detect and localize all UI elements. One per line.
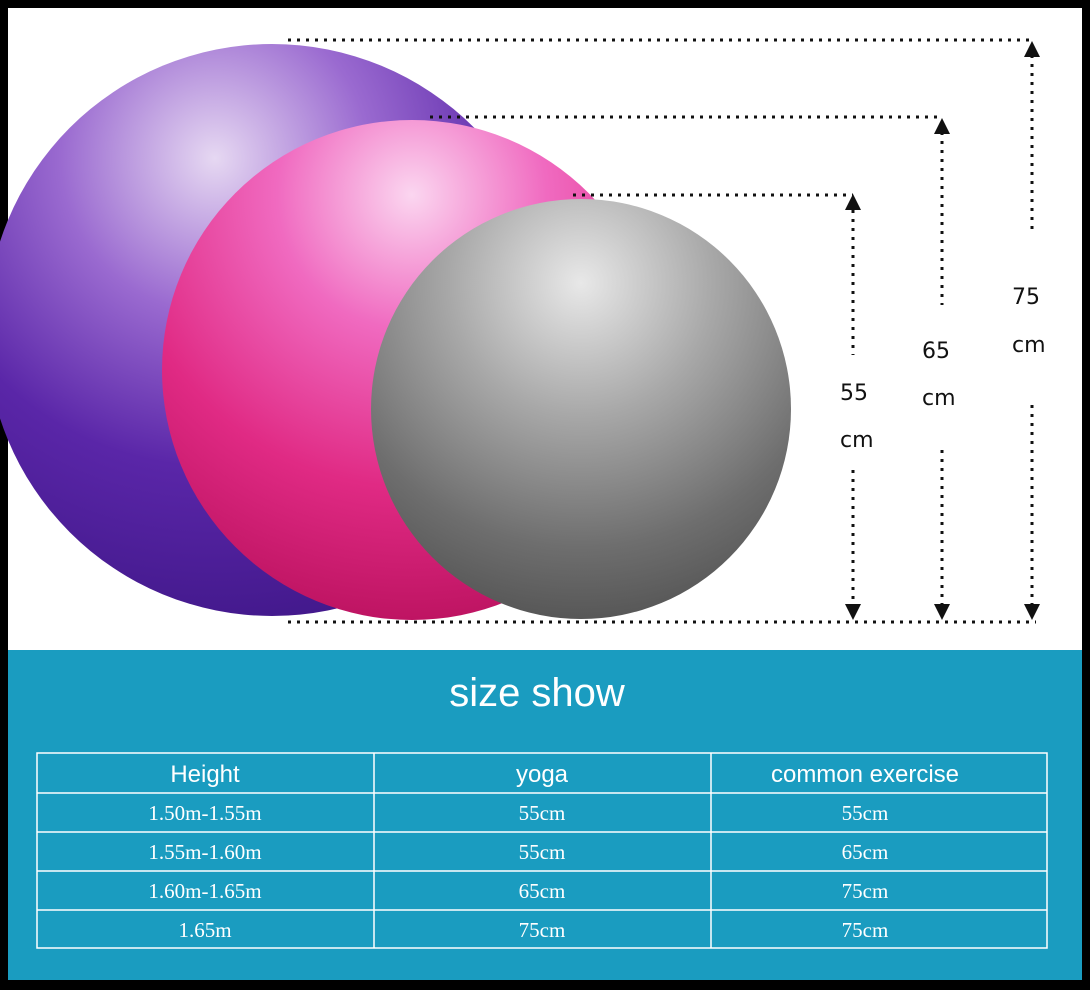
table-cell: 55cm (842, 801, 889, 825)
table-cell: 65cm (842, 840, 889, 864)
gray-ball (371, 199, 791, 619)
table-header: Height (170, 761, 240, 788)
dimension-value: 75 (1012, 285, 1040, 310)
table-cell: 1.60m-1.65m (148, 879, 261, 903)
table-cell: 75cm (519, 918, 566, 942)
dimension-unit: cm (1012, 333, 1046, 358)
table-header: common exercise (771, 761, 959, 788)
dimension-unit: cm (922, 386, 956, 411)
table-cell: 65cm (519, 879, 566, 903)
table-cell: 55cm (519, 840, 566, 864)
table-cell: 1.50m-1.55m (148, 801, 261, 825)
dimension-unit: cm (840, 428, 874, 453)
dimension-lines (288, 38, 1036, 624)
table-cell: 75cm (842, 879, 889, 903)
size-table (36, 752, 1048, 949)
teal-panel (8, 650, 1082, 980)
table-cell: 1.55m-1.60m (148, 840, 261, 864)
dimension-value: 65 (922, 339, 950, 364)
dimension-value: 55 (840, 381, 868, 406)
section-title: size show (449, 671, 625, 715)
arrows (845, 41, 1040, 620)
table-header: yoga (516, 761, 569, 788)
table-cell: 55cm (519, 801, 566, 825)
table-cell: 1.65m (178, 918, 231, 942)
table-cell: 75cm (842, 918, 889, 942)
